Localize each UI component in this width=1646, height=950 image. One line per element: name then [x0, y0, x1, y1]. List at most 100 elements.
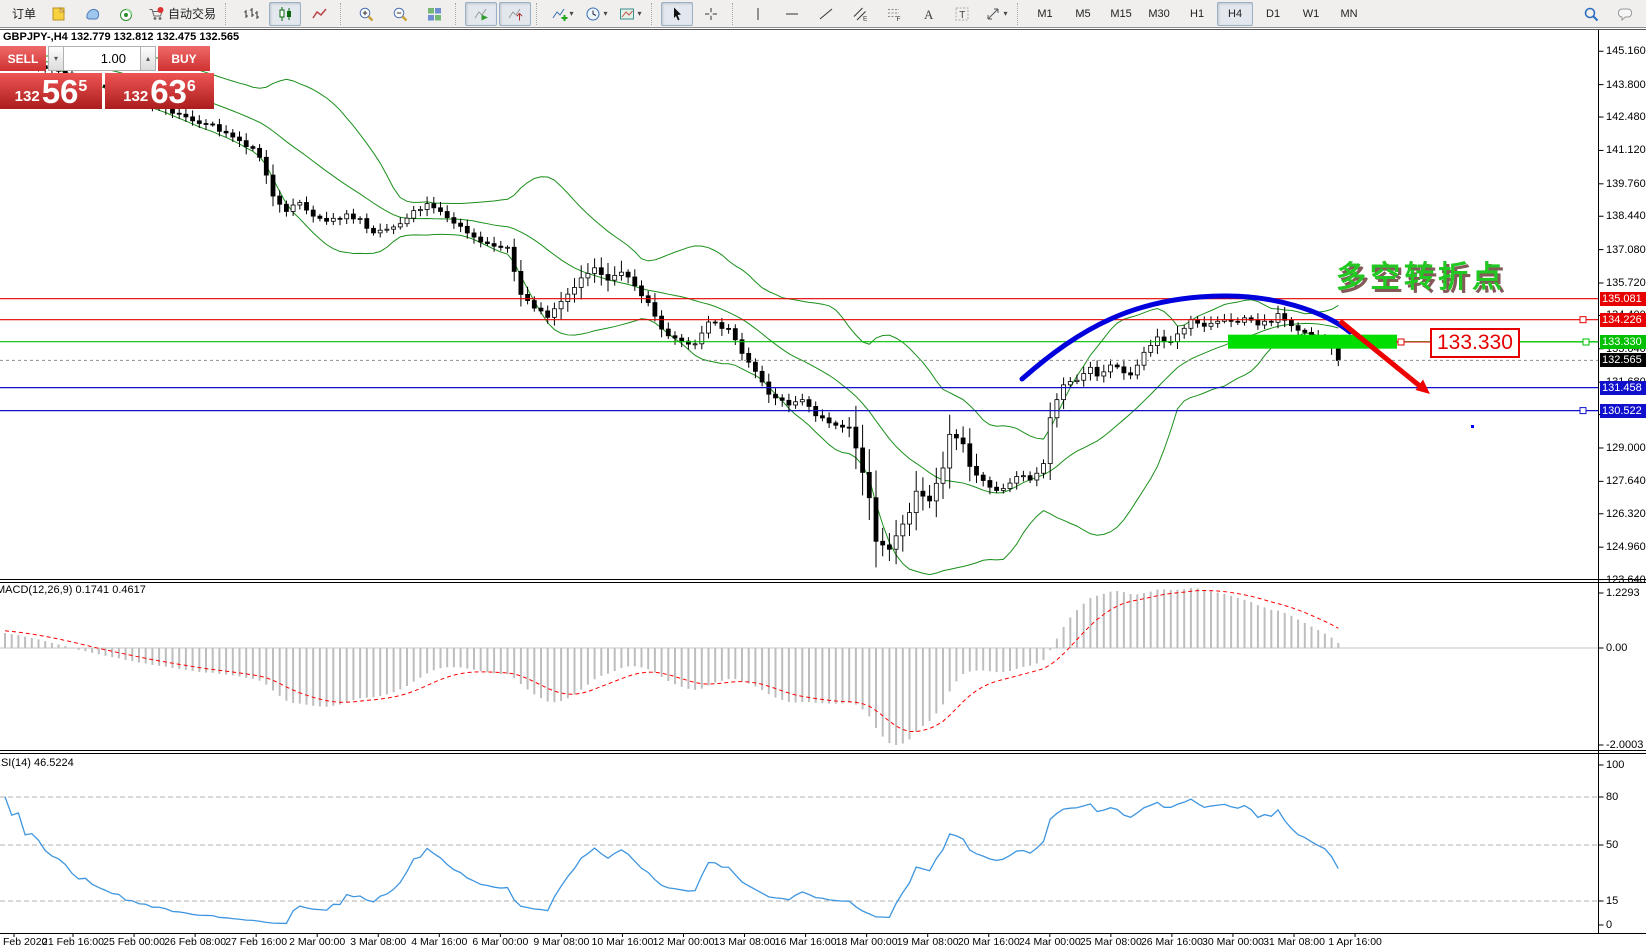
buy-price-big: 63 — [150, 73, 187, 110]
time-label: 24 Mar 00:00 — [1018, 936, 1081, 948]
timeframe-h4[interactable]: H4 — [1217, 1, 1254, 26]
candlestick-icon — [279, 6, 291, 21]
zoom-in-icon — [359, 7, 373, 21]
indicators-button[interactable]: ▾ — [546, 2, 578, 26]
bar-chart-button[interactable] — [235, 2, 267, 26]
time-label: 6 Mar 00:00 — [472, 936, 529, 948]
line-chart-button[interactable] — [303, 2, 335, 26]
svg-text:T: T — [959, 10, 965, 21]
search-icon — [1584, 7, 1598, 21]
cursor-button[interactable] — [661, 1, 694, 26]
signals-icon-icon — [119, 8, 133, 21]
time-label: 18 Mar 00:00 — [835, 936, 898, 948]
label-button[interactable]: T — [946, 2, 978, 26]
time-label: 12 Mar 00:00 — [652, 936, 715, 948]
tile-windows-button[interactable] — [418, 2, 450, 26]
time-label: Feb 2020 — [3, 936, 48, 948]
zoom-out-icon — [393, 7, 407, 21]
one-click-trade-panel: SELL ▾ 1.00 ▴ BUY 132 56 5 132 63 6 — [0, 46, 214, 109]
text-icon: A — [924, 7, 934, 22]
sell-price-button[interactable]: 132 56 5 — [0, 73, 102, 109]
rsi-axis-tick: 15 — [1606, 895, 1619, 907]
price-tick: 139.760 — [1606, 177, 1646, 190]
shapes-button[interactable]: ▾ — [980, 2, 1012, 26]
volume-decrease-button[interactable]: ▾ — [48, 46, 64, 71]
channel-button[interactable]: E — [844, 2, 876, 26]
price-label-135.081: 135.081 — [1600, 291, 1646, 306]
autotrading-button[interactable]: 自动交易 — [144, 2, 220, 26]
symbol-info: GBPJPY-,H4 132.779 132.812 132.475 132.5… — [3, 31, 240, 43]
signals-icon[interactable] — [110, 2, 142, 26]
buy-button[interactable]: BUY — [158, 46, 210, 71]
timeframe-w1[interactable]: W1 — [1302, 7, 1320, 20]
macd-axis-tick: -2.0003 — [1606, 739, 1644, 751]
sell-button[interactable]: SELL — [0, 46, 46, 71]
periods-button-dropdown-arrow[interactable]: ▾ — [603, 9, 608, 18]
volume-increase-button[interactable]: ▴ — [140, 46, 156, 71]
timeframe-m1[interactable]: M1 — [1037, 7, 1053, 20]
price-tick: 135.720 — [1606, 277, 1646, 289]
timeframe-mn[interactable]: MN — [1340, 7, 1358, 20]
chat-button[interactable] — [1609, 2, 1641, 26]
crosshair-button[interactable] — [695, 2, 727, 26]
rsi-axis-tick: 100 — [1606, 759, 1625, 771]
horizontal-line-button[interactable] — [776, 2, 808, 26]
text-button[interactable]: A — [912, 2, 944, 26]
time-label: 19 Mar 08:00 — [896, 936, 959, 948]
chart-shift-button[interactable] — [499, 1, 532, 26]
trendline-button[interactable] — [810, 2, 842, 26]
buy-price-sup: 6 — [186, 78, 196, 95]
time-label: 31 Mar 08:00 — [1263, 936, 1325, 948]
rsi-axis-tick: 0 — [1606, 919, 1613, 931]
buy-price-button[interactable]: 132 63 6 — [105, 73, 214, 109]
tile-windows-icon — [427, 7, 441, 20]
toolbar-separator — [651, 2, 656, 25]
price-tick: 145.160 — [1606, 45, 1646, 58]
shapes-button-dropdown-arrow[interactable]: ▾ — [1003, 9, 1008, 18]
order-button[interactable]: 订单 — [5, 2, 40, 26]
search-button[interactable] — [1575, 2, 1607, 26]
indicators-button-dropdown-arrow[interactable]: ▾ — [569, 9, 574, 18]
channel-icon: E — [853, 7, 868, 22]
price-tick: 143.800 — [1606, 78, 1646, 91]
price-callout[interactable]: 133.330 — [1430, 328, 1520, 358]
vertical-line-button[interactable] — [742, 2, 774, 26]
candlestick-button[interactable] — [269, 1, 302, 26]
templates-icon — [619, 8, 634, 19]
price-tick: 141.120 — [1606, 144, 1646, 157]
sell-price-big: 56 — [41, 73, 79, 110]
auto-scroll-button[interactable] — [465, 1, 498, 26]
timeframe-h1[interactable]: H1 — [1190, 7, 1205, 20]
periods-button[interactable]: ▾ — [580, 2, 612, 26]
price-label-131.458: 131.458 — [1600, 380, 1646, 395]
time-label: 10 Mar 16:00 — [591, 936, 654, 948]
toolbar-separator — [225, 2, 230, 25]
sell-price-prefix: 132 — [14, 88, 40, 105]
zoom-in-button[interactable] — [350, 2, 382, 26]
timeframe-m30[interactable]: M30 — [1148, 7, 1170, 20]
time-label: 26 Mar 16:00 — [1140, 936, 1203, 948]
price-tick: 142.480 — [1606, 111, 1646, 124]
templates-button-dropdown-arrow[interactable]: ▾ — [637, 9, 642, 18]
templates-button[interactable]: ▾ — [614, 2, 646, 26]
vertical-line-icon — [757, 7, 759, 20]
autotrading-icon — [149, 6, 164, 20]
timeframe-m15[interactable]: M15 — [1110, 7, 1132, 20]
timeframe-m5[interactable]: M5 — [1075, 7, 1091, 20]
svg-text:E: E — [863, 15, 868, 22]
volume-input[interactable]: 1.00 — [64, 46, 140, 71]
annotation-turning-point[interactable]: 多空转折点 — [1336, 261, 1506, 294]
new-order-icon[interactable] — [42, 2, 74, 26]
macd-label: MACD(12,26,9) 0.1741 0.4617 — [0, 584, 146, 596]
time-label: 2 Mar 00:00 — [289, 936, 346, 948]
autotrading-button-label: 自动交易 — [168, 7, 217, 21]
toolbar-separator — [1017, 2, 1022, 25]
timeframe-d1[interactable]: D1 — [1266, 7, 1281, 20]
fibonacci-button[interactable]: F — [878, 2, 910, 26]
buy-price-prefix: 132 — [123, 88, 149, 105]
market-icon[interactable] — [76, 2, 108, 26]
zoom-out-button[interactable] — [384, 2, 416, 26]
rsi-axis-tick: 80 — [1606, 791, 1619, 803]
svg-text:A: A — [924, 7, 934, 22]
